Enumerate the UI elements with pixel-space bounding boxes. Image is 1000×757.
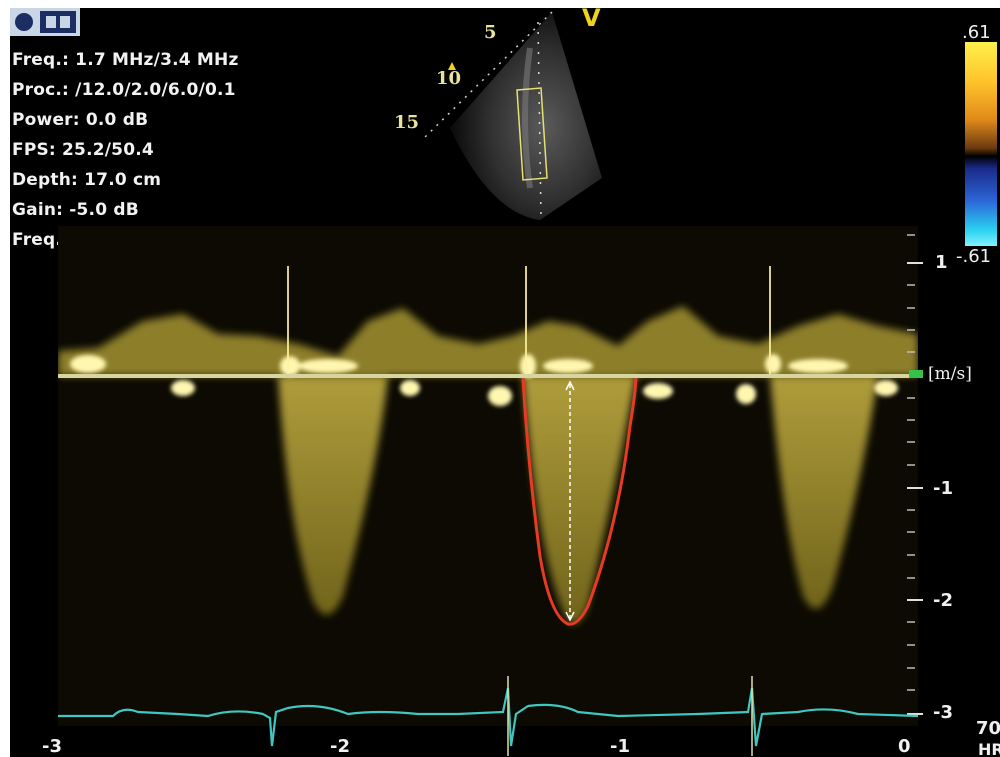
- sample-gate-box[interactable]: [516, 87, 548, 181]
- color-scale-bar: [965, 42, 997, 246]
- velocity-unit: [m/s]: [928, 364, 972, 384]
- sector-image: [421, 11, 602, 220]
- ecg-trace: [58, 676, 918, 756]
- doppler-spectrum: [58, 226, 918, 726]
- freq-label: Freq.: 1.7 MHz/3.4 MHz: [12, 50, 239, 70]
- power-label: Power: 0.0 dB: [12, 110, 149, 130]
- color-scale-bottom: -.61: [956, 246, 992, 267]
- vendor-logo: [10, 8, 80, 36]
- flow-envelope-3: [770, 376, 878, 609]
- baseline-marker[interactable]: [909, 370, 923, 378]
- proc-label: Proc.: /12.0/2.0/6.0/0.1: [12, 80, 236, 100]
- time-tick-0: 0: [898, 736, 911, 757]
- ultrasound-screen: Freq.: 1.7 MHz/3.4 MHz Proc.: /12.0/2.0/…: [10, 8, 1000, 757]
- fps-label: FPS: 25.2/50.4: [12, 140, 154, 160]
- gain-label: Gain: -5.0 dB: [12, 200, 139, 220]
- velocity-axis: [907, 234, 923, 715]
- depth-label: Depth: 17.0 cm: [12, 170, 162, 190]
- flow-envelope-2: [523, 376, 636, 624]
- focus-marker: [448, 62, 456, 70]
- heart-rate-value: 70: [976, 718, 1000, 739]
- depth-mark-10: 10: [436, 68, 462, 89]
- depth-mark-15: 15: [394, 112, 420, 133]
- velocity-tick-1: 1: [935, 252, 948, 273]
- time-tick-neg3: -3: [42, 736, 62, 757]
- depth-ruler: [421, 11, 553, 141]
- velocity-tick-neg3: -3: [933, 702, 953, 723]
- velocity-tick-neg1: -1: [933, 478, 953, 499]
- velocity-trace[interactable]: [521, 377, 638, 626]
- depth-mark-5: 5: [484, 22, 497, 43]
- flow-envelope-1: [278, 376, 388, 615]
- time-tick-neg2: -2: [330, 736, 350, 757]
- velocity-tick-neg2: -2: [933, 590, 953, 611]
- orientation-mark: V: [582, 8, 601, 32]
- heart-rate-unit: HR: [978, 740, 1000, 757]
- color-scale-top: .61: [962, 22, 991, 43]
- time-tick-neg1: -1: [610, 736, 630, 757]
